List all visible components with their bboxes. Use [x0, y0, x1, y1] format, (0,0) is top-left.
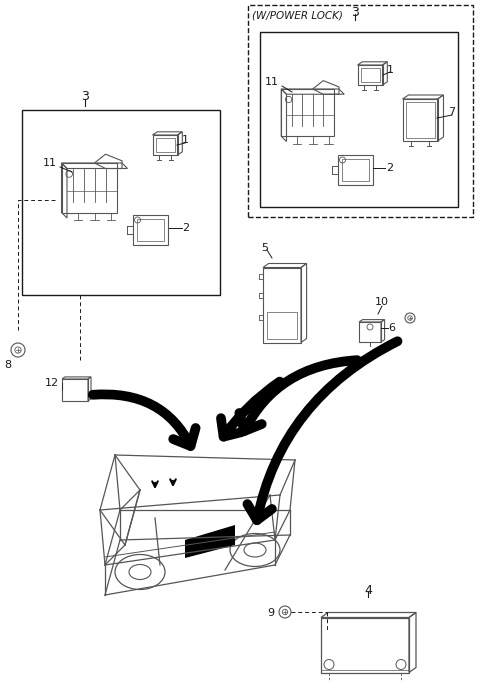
Text: 10: 10: [375, 297, 389, 307]
FancyArrowPatch shape: [240, 360, 357, 431]
Text: 1: 1: [181, 135, 189, 145]
Text: 3: 3: [351, 6, 359, 19]
FancyArrowPatch shape: [93, 394, 196, 446]
Text: (W/POWER LOCK): (W/POWER LOCK): [252, 10, 343, 20]
Text: 2: 2: [386, 163, 394, 173]
Text: 3: 3: [81, 91, 89, 104]
Text: 12: 12: [45, 378, 59, 388]
Text: 5: 5: [262, 243, 268, 253]
Text: 8: 8: [4, 360, 12, 370]
Text: 7: 7: [448, 107, 456, 117]
Text: 6: 6: [388, 323, 396, 333]
Text: 11: 11: [265, 77, 279, 87]
FancyArrowPatch shape: [247, 341, 397, 520]
Text: 2: 2: [182, 223, 190, 233]
Text: 11: 11: [43, 158, 57, 168]
Polygon shape: [185, 525, 235, 558]
Text: 4: 4: [364, 583, 372, 597]
Text: 1: 1: [386, 65, 394, 75]
FancyArrowPatch shape: [221, 381, 280, 437]
Text: 9: 9: [267, 608, 274, 618]
